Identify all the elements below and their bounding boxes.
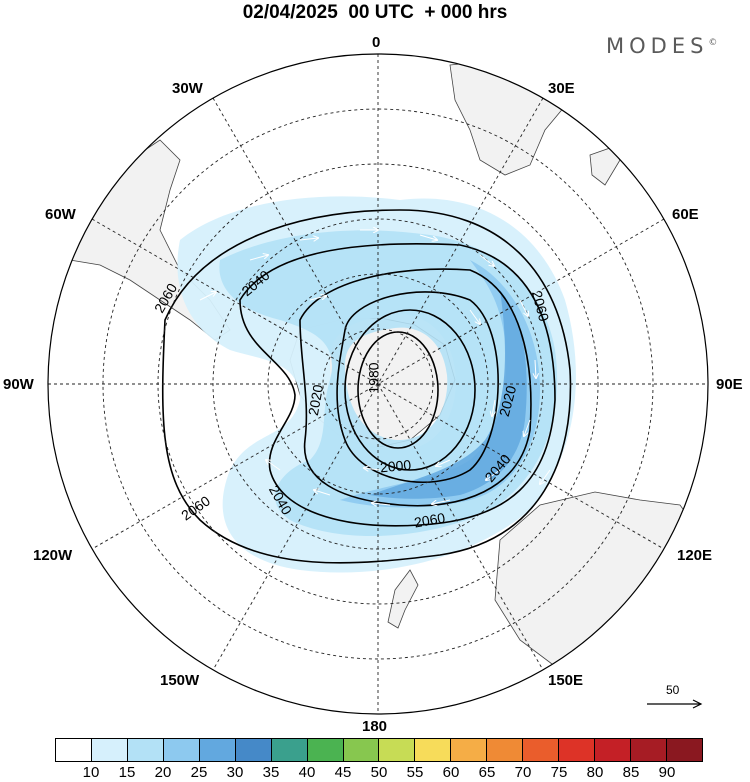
wind-core-strong <box>370 290 527 499</box>
lon-label-120w: 120W <box>33 547 73 564</box>
reference-vector-label: 50 <box>666 683 680 697</box>
contour-label: 2000 <box>379 456 412 476</box>
contour-label: 1980 <box>365 362 382 394</box>
lon-label-150w: 150W <box>160 672 200 689</box>
colorbar-tick-label: 45 <box>334 764 352 781</box>
colorbar-swatch <box>271 739 308 761</box>
colorbar-tick-label: 60 <box>442 764 460 781</box>
colorbar-tick-label: 25 <box>190 764 208 781</box>
colorbar-tick-label: 50 <box>370 764 388 781</box>
brand-logo: MODES© <box>606 34 718 58</box>
colorbar-tick-label: 65 <box>478 764 496 781</box>
colorbar-tick-label: 80 <box>586 764 604 781</box>
map-title: 02/04/2025 00 UTC + 000 hrs <box>242 2 508 23</box>
reference-vector-arrow <box>647 699 703 709</box>
colorbar-tick-label: 85 <box>622 764 640 781</box>
lon-label-180: 180 <box>362 718 388 735</box>
colorbar-swatch <box>235 739 272 761</box>
colorbar-swatch <box>379 739 416 761</box>
colorbar-tick-label: 15 <box>118 764 136 781</box>
colorbar-tick-label: 10 <box>82 764 100 781</box>
graticule <box>48 54 708 714</box>
lon-label-30e: 30E <box>548 80 575 97</box>
colorbar-swatch <box>127 739 164 761</box>
madagascar-land <box>589 147 621 186</box>
lon-label-90w: 90W <box>3 376 34 393</box>
lon-label-30w: 30W <box>172 80 203 97</box>
colorbar-tick-label: 70 <box>514 764 532 781</box>
lon-label-150e: 150E <box>548 672 584 689</box>
colorbar-swatch <box>56 739 92 761</box>
height-contours <box>161 209 572 564</box>
colorbar-tick-label: 55 <box>406 764 424 781</box>
colorbar-swatch <box>199 739 236 761</box>
colorbar-tick-label: 35 <box>262 764 280 781</box>
colorbar-tick-label: 90 <box>658 764 676 781</box>
lon-label-60w: 60W <box>45 206 76 223</box>
colorbar-swatch <box>559 739 596 761</box>
colorbar-swatch <box>631 739 667 761</box>
colorbar-swatch <box>343 739 380 761</box>
colorbar-swatch <box>595 739 631 761</box>
colorbar-tick-label: 30 <box>226 764 244 781</box>
colorbar-swatch <box>487 739 524 761</box>
colorbar-tick-label: 40 <box>298 764 316 781</box>
colorbar-swatch <box>415 739 452 761</box>
colorbar-swatch <box>163 739 200 761</box>
wind-vectors <box>199 230 551 505</box>
colorbar-swatch <box>91 739 128 761</box>
lon-label-90e: 90E <box>716 376 743 393</box>
lon-label-120e: 120E <box>677 547 713 564</box>
colorbar-swatch <box>523 739 560 761</box>
colorbar-tick-label: 75 <box>550 764 568 781</box>
colorbar-swatch <box>451 739 488 761</box>
colorbar <box>55 738 703 762</box>
polar-map <box>47 53 709 715</box>
lon-label-60e: 60E <box>672 206 699 223</box>
new-zealand-land <box>387 569 419 629</box>
colorbar-swatch <box>307 739 344 761</box>
lon-label-0: 0 <box>372 34 381 51</box>
colorbar-tick-label: 20 <box>154 764 172 781</box>
colorbar-swatch <box>666 739 702 761</box>
